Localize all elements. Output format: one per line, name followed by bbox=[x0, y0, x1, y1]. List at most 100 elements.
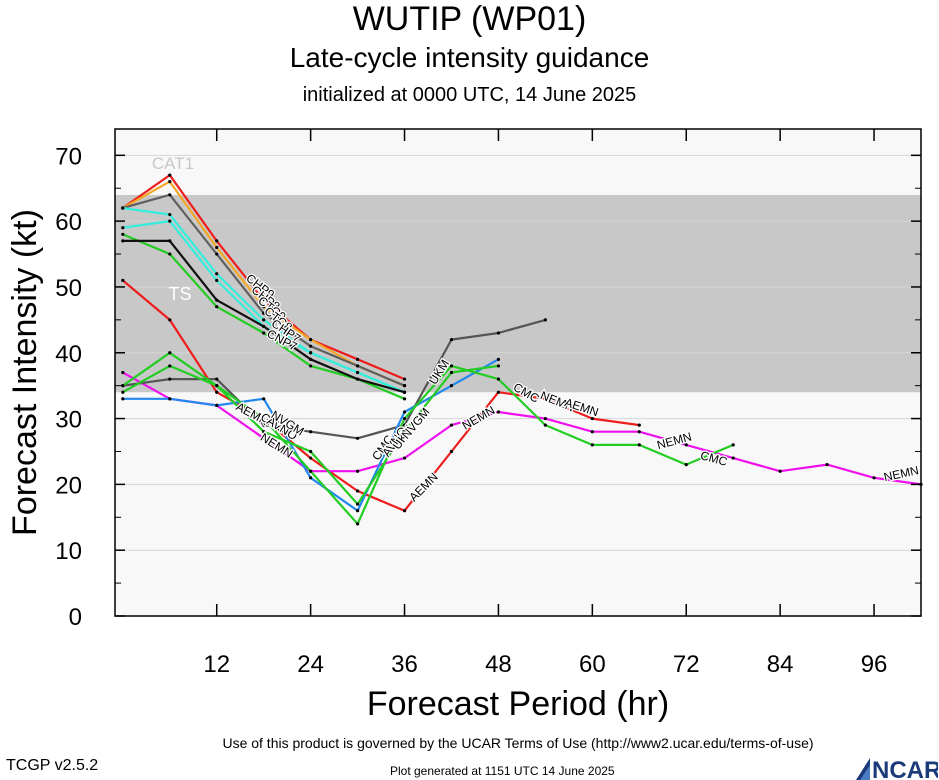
series-point-aemn bbox=[168, 318, 172, 322]
series-point-ukm bbox=[496, 331, 501, 335]
series-point-ctc9 bbox=[168, 193, 172, 197]
series-point-ctc9 bbox=[309, 344, 313, 348]
x-tick-label: 36 bbox=[391, 651, 418, 678]
y-tick-label: 70 bbox=[55, 143, 82, 170]
series-point-chp7 bbox=[355, 370, 360, 375]
plot-generated-time: Plot generated at 1151 UTC 14 June 2025 bbox=[390, 764, 615, 778]
series-point-chp8 bbox=[215, 245, 219, 250]
series-point-nvgm bbox=[262, 397, 266, 401]
series-point-nemn bbox=[731, 456, 735, 460]
x-axis-label: Forecast Period (hr) bbox=[366, 685, 670, 723]
series-point-nvgm bbox=[402, 410, 407, 414]
series-point-nvgm bbox=[168, 397, 172, 401]
series-point-aemn bbox=[402, 509, 407, 513]
series-point-chp7 bbox=[121, 226, 125, 230]
series-point-aemn bbox=[309, 456, 313, 460]
band-cat1 bbox=[115, 129, 921, 195]
series-point-cmc bbox=[684, 463, 688, 467]
series-point-nemn bbox=[778, 469, 782, 473]
series-point-nemn bbox=[637, 430, 641, 434]
series-point-ctc9 bbox=[215, 252, 219, 256]
series-point-chp7 bbox=[168, 219, 172, 223]
series-point-chp7 bbox=[309, 351, 313, 355]
series-point-cmc bbox=[121, 384, 125, 388]
series-point-cnp7 bbox=[121, 232, 125, 236]
y-axis-label: Forecast Intensity (kt) bbox=[6, 209, 44, 536]
x-tick-label: 24 bbox=[297, 651, 324, 678]
series-point-ukm bbox=[262, 423, 266, 427]
initialization-time: initialized at 0000 UTC, 14 June 2025 bbox=[302, 84, 637, 106]
series-point-ctc8 bbox=[262, 318, 266, 322]
y-tick-label: 30 bbox=[55, 407, 82, 434]
axes bbox=[114, 128, 922, 617]
series-point-nvgm bbox=[121, 397, 125, 401]
series-point-chp8 bbox=[309, 337, 313, 342]
ncar-logo-mark-inner bbox=[860, 765, 870, 780]
series-point-chp9 bbox=[355, 357, 360, 361]
series-point-aemn bbox=[121, 278, 125, 282]
series-point-avno bbox=[168, 364, 172, 368]
series-point-aemn bbox=[543, 397, 547, 401]
series-point-cnp7 bbox=[262, 331, 266, 335]
series-point-nemn bbox=[543, 416, 547, 421]
category-bands bbox=[115, 129, 921, 616]
series-point-nemn bbox=[872, 476, 876, 480]
x-tick-label: 60 bbox=[579, 651, 606, 678]
series-point-nvgm bbox=[449, 384, 454, 388]
series-point-aemn bbox=[590, 416, 594, 421]
series-line-ukm bbox=[122, 318, 546, 440]
series-point-nemn bbox=[496, 410, 501, 414]
series-point-chp7 bbox=[215, 278, 219, 282]
x-tick-label: 96 bbox=[861, 651, 888, 678]
series-point-ukm bbox=[309, 430, 313, 434]
series-point-cmc bbox=[309, 469, 313, 473]
series-point-cmc bbox=[402, 416, 407, 421]
series-point-ctc8 bbox=[168, 212, 172, 217]
series-point-cmc bbox=[637, 443, 641, 447]
x-tick-label: 72 bbox=[673, 651, 700, 678]
series-point-cnp7 bbox=[215, 305, 219, 309]
band-labels: TS CAT1 bbox=[152, 154, 194, 304]
series-point-nvgm bbox=[309, 476, 313, 480]
y-tick-label: 40 bbox=[55, 341, 82, 368]
series-point-cmc bbox=[496, 377, 501, 381]
band-label-cat1: CAT1 bbox=[152, 154, 194, 173]
series-point-avno bbox=[355, 502, 360, 506]
series-point-avno bbox=[309, 449, 313, 454]
band-below-ts bbox=[115, 392, 921, 616]
series-point-ukm bbox=[449, 337, 454, 342]
series-point-ctc9 bbox=[262, 311, 266, 315]
chart-subtitle: Late-cycle intensity guidance bbox=[289, 42, 650, 73]
ncar-logo: NCAR bbox=[856, 757, 938, 780]
y-tick-label: 60 bbox=[55, 209, 82, 236]
series-point-ukm bbox=[355, 436, 360, 440]
series-point-chp9 bbox=[215, 239, 219, 243]
series-point-cmc bbox=[262, 416, 266, 421]
series-point-nemn bbox=[402, 456, 407, 460]
series-point-chp9 bbox=[402, 377, 407, 381]
terms-of-use-text: Use of this product is governed by the U… bbox=[222, 735, 814, 751]
series-point-cmc bbox=[449, 364, 454, 368]
series-point-chp8 bbox=[262, 305, 266, 309]
series-point-avno bbox=[496, 364, 501, 368]
series-point-ctc8 bbox=[121, 206, 125, 210]
band-label-ts: TS bbox=[168, 284, 191, 304]
series-point-nemn bbox=[825, 463, 829, 467]
series-point-ukm bbox=[168, 377, 172, 381]
series-point-cmc bbox=[355, 522, 360, 526]
series-point-chp9 bbox=[262, 298, 266, 302]
series-point-ukm bbox=[402, 423, 407, 427]
series-point-cmc bbox=[543, 423, 547, 427]
series-point-cmc bbox=[590, 443, 594, 447]
series-point-ukm bbox=[543, 318, 547, 322]
x-tick-label: 48 bbox=[485, 651, 512, 678]
series-point-nvgm bbox=[496, 357, 501, 361]
series-point-nemn bbox=[449, 423, 454, 427]
series-line-cmc bbox=[122, 351, 734, 526]
series-point-nvgm bbox=[355, 509, 360, 513]
tick-labels: 12 24 36 48 60 72 84 96 0 10 20 30 40 50 60 70 bbox=[55, 143, 887, 678]
series-point-cnp8 bbox=[121, 239, 125, 243]
chart-title: WUTIP (WP01) bbox=[352, 0, 587, 38]
series-point-cnp8 bbox=[168, 239, 172, 243]
